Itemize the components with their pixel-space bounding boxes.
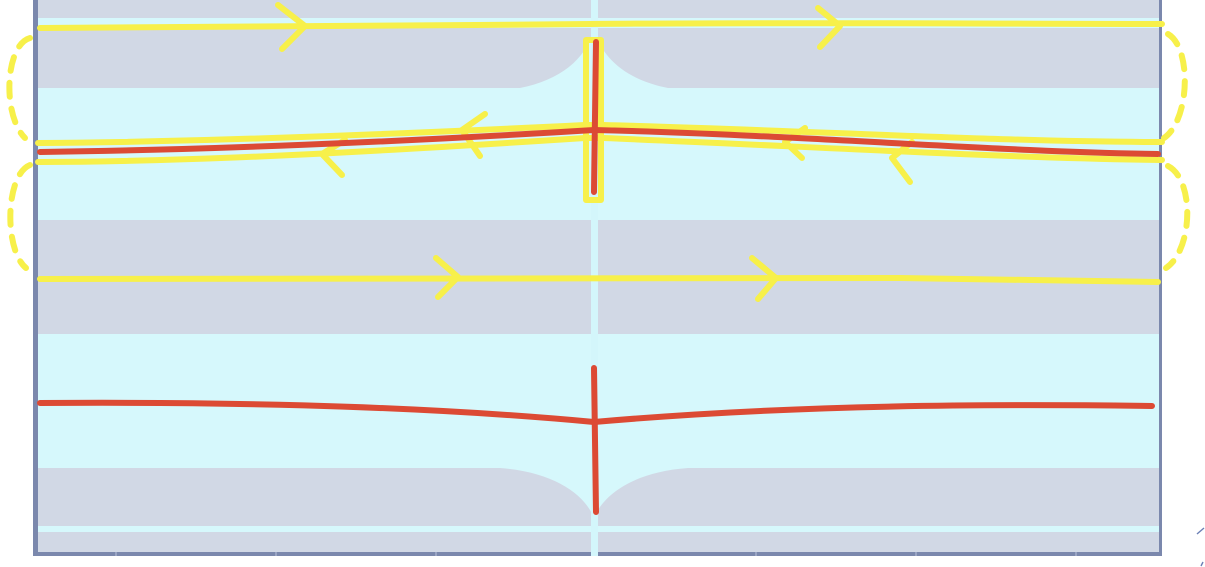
corner-mark-top xyxy=(1196,527,1205,535)
yellow-bottom-line xyxy=(37,274,1161,285)
yellow-bottom-arrow-left xyxy=(433,255,461,300)
red-flow-lines xyxy=(37,39,1161,515)
yellow-mid-arrow-4 xyxy=(889,139,915,185)
yellow-bottom-arrow-right xyxy=(749,255,779,302)
yellow-mid-arrow-3 xyxy=(782,125,808,161)
yellow-top-arrow-left xyxy=(275,2,308,52)
bottom-ticks xyxy=(115,552,1077,556)
yellow-top-arrow-right xyxy=(815,5,843,50)
cusp-middle xyxy=(38,196,1159,220)
yellow-dashed-left-upper xyxy=(6,35,33,141)
yellow-dashed-right-upper xyxy=(1161,31,1188,141)
yellow-mid-arrow-1 xyxy=(459,111,488,159)
corner-mark-bottom xyxy=(1200,561,1204,567)
red-lower-vertical xyxy=(591,365,599,515)
cusp-lower xyxy=(38,334,1159,358)
yellow-dashed-right-lower xyxy=(1163,163,1191,271)
yellow-top-line xyxy=(37,20,1165,31)
light-band-bottom xyxy=(38,526,1159,532)
yellow-dashed-left-lower xyxy=(7,162,33,271)
dark-band-bottom xyxy=(38,532,1159,552)
corner-marks xyxy=(1196,527,1205,567)
red-upper-vertical xyxy=(591,39,599,195)
